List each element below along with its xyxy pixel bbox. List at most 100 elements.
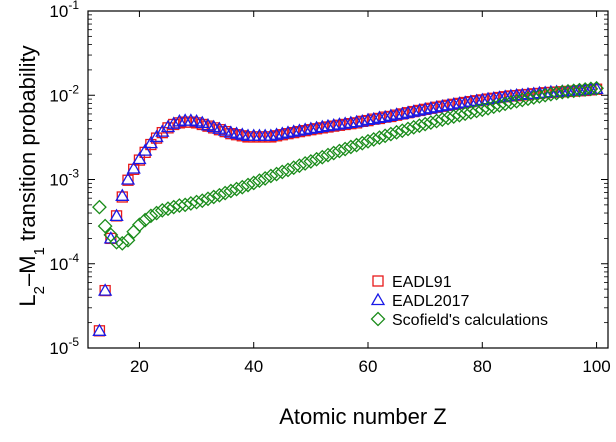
- data-point-triangle: [406, 104, 421, 117]
- data-point-diamond: [383, 126, 399, 142]
- data-point-triangle: [98, 283, 113, 296]
- data-point-triangle: [418, 102, 433, 115]
- data-point-diamond: [154, 202, 170, 218]
- y-title-part-1: L: [15, 294, 40, 306]
- y-title-sub-1: 2: [31, 286, 48, 294]
- data-point-triangle: [263, 128, 278, 141]
- data-point-triangle: [589, 81, 604, 95]
- data-point-triangle: [212, 121, 227, 134]
- data-point-diamond: [252, 173, 267, 189]
- data-point-diamond: [217, 185, 233, 201]
- data-point-triangle: [126, 161, 141, 174]
- data-point-diamond: [486, 99, 502, 115]
- data-point-diamond: [194, 193, 210, 209]
- legend-label: Scofield's calculations: [392, 312, 548, 329]
- data-point-diamond: [183, 196, 199, 211]
- data-point-diamond: [229, 181, 244, 197]
- data-point-diamond: [589, 80, 604, 96]
- y-axis-title: L2–M1 transition probability: [15, 45, 48, 306]
- data-point-triangle: [195, 115, 210, 129]
- data-point-diamond: [303, 153, 319, 169]
- data-point-square: [116, 191, 128, 203]
- data-point-triangle: [309, 120, 324, 134]
- data-point-triangle: [475, 92, 490, 106]
- data-point-diamond: [583, 81, 599, 97]
- data-point-diamond: [417, 116, 433, 132]
- data-point-diamond: [377, 128, 393, 144]
- y-title-part-3: transition probability: [15, 45, 40, 247]
- data-point-triangle: [109, 208, 124, 222]
- y-tick-label: 10-4: [49, 251, 79, 274]
- data-point-diamond: [212, 187, 227, 203]
- data-point-triangle: [218, 123, 233, 136]
- data-point-diamond: [143, 208, 159, 224]
- data-point-triangle: [366, 111, 381, 125]
- data-point-diamond: [206, 189, 222, 205]
- data-point-diamond: [257, 170, 273, 186]
- data-point-triangle: [395, 106, 410, 120]
- data-point-diamond: [554, 84, 570, 100]
- data-point-triangle: [92, 323, 107, 336]
- data-point-diamond: [446, 109, 462, 125]
- data-point-diamond: [452, 107, 467, 123]
- data-point-triangle: [138, 143, 153, 156]
- data-point-square: [122, 174, 134, 186]
- data-point-triangle: [298, 122, 313, 135]
- data-point-diamond: [137, 212, 153, 228]
- data-point-diamond: [566, 83, 582, 99]
- y-title-part-2: –M: [15, 255, 40, 286]
- y-tick-label: 10-1: [49, 0, 79, 21]
- legend: EADL91 EADL2017 Scofield's calculations: [370, 274, 548, 329]
- x-axis-title: Atomic number Z: [279, 404, 447, 429]
- data-point-diamond: [497, 96, 513, 112]
- data-point-diamond: [354, 135, 370, 151]
- data-point-diamond: [132, 217, 147, 233]
- data-point-triangle: [429, 99, 444, 113]
- data-point-triangle: [143, 135, 158, 149]
- data-point-diamond: [406, 119, 422, 135]
- data-point-diamond: [337, 141, 353, 157]
- data-point-triangle: [280, 125, 296, 138]
- data-point-square: [128, 163, 140, 175]
- data-point-diamond: [577, 82, 593, 97]
- data-point-diamond: [160, 201, 176, 217]
- data-point-diamond: [429, 113, 444, 129]
- legend-marker-diamond: [370, 311, 386, 327]
- data-point-triangle: [320, 118, 336, 132]
- data-point-diamond: [240, 177, 256, 193]
- data-markers: [92, 80, 604, 337]
- data-point-diamond: [114, 235, 130, 251]
- x-tick-label: 20: [130, 357, 149, 376]
- legend-label: EADL91: [392, 274, 452, 291]
- data-point-diamond: [572, 82, 587, 98]
- data-point-triangle: [292, 123, 307, 136]
- data-point-diamond: [223, 183, 239, 199]
- data-point-diamond: [492, 97, 507, 113]
- y-tick-label: 10-2: [49, 82, 79, 105]
- data-point-diamond: [269, 166, 284, 182]
- data-point-diamond: [177, 197, 193, 213]
- x-tick-label: 60: [359, 357, 378, 376]
- data-point-triangle: [400, 105, 416, 118]
- data-point-triangle: [275, 126, 290, 139]
- x-tick-label: 40: [244, 357, 263, 376]
- data-point-triangle: [303, 121, 318, 134]
- y-title-sub-2: 1: [31, 247, 48, 255]
- data-point-diamond: [234, 179, 250, 195]
- data-point-diamond: [246, 175, 262, 191]
- data-point-diamond: [314, 149, 330, 165]
- data-point-triangle: [412, 103, 427, 116]
- data-point-diamond: [457, 106, 473, 122]
- data-point-triangle: [160, 119, 176, 133]
- data-point-triangle: [315, 119, 330, 133]
- data-point-diamond: [509, 93, 524, 109]
- data-point-square: [259, 131, 271, 143]
- data-point-diamond: [360, 133, 376, 149]
- data-point-triangle: [286, 124, 301, 137]
- plot-frame: [87, 10, 609, 349]
- data-point-triangle: [132, 151, 147, 165]
- data-point-diamond: [189, 194, 204, 210]
- data-point-diamond: [286, 160, 302, 176]
- data-point-diamond: [297, 156, 313, 171]
